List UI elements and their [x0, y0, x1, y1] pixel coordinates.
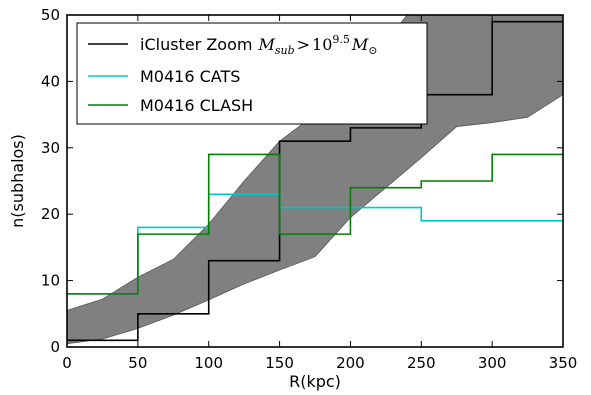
- x-tick-label: 350: [549, 354, 578, 372]
- model-band-layer: [67, 15, 563, 345]
- series-line-0: [67, 20, 563, 342]
- legend: iCluster Zoom Msub >109.5 M⊙ M0416 CATS M0416…: [76, 22, 428, 125]
- y-tick-label: 30: [41, 139, 60, 157]
- plot-frame: [66, 14, 564, 348]
- x-axis-label: R(kpc): [289, 372, 341, 391]
- y-tick-label: 10: [41, 272, 60, 290]
- y-tick-label: 50: [41, 6, 60, 24]
- y-tick-label: 0: [50, 338, 60, 356]
- legend-label-2: M0416 CLASH: [140, 96, 253, 115]
- y-axis-label: n(subhalos): [8, 134, 27, 228]
- series-line-2: [67, 153, 563, 295]
- x-tick-label: 0: [62, 354, 72, 372]
- y-tick-label: 20: [41, 205, 60, 223]
- x-tick-label: 250: [407, 354, 436, 372]
- x-tick-label: 300: [478, 354, 507, 372]
- tick-layer: 0 50 100 150 200 250 300 350 0 10 20 30 40 50: [41, 6, 577, 372]
- legend-box: [76, 22, 428, 125]
- y-tick-label: 40: [41, 72, 60, 90]
- model-scatter-band: [67, 15, 563, 345]
- legend-label-0: iCluster Zoom Msub >109.5 M⊙: [140, 33, 378, 57]
- x-tick-label: 200: [336, 354, 365, 372]
- x-tick-label: 100: [194, 354, 223, 372]
- series-layer: [67, 20, 563, 342]
- x-tick-label: 150: [265, 354, 294, 372]
- legend-label-1: M0416 CATS: [140, 67, 240, 86]
- x-tick-label: 50: [128, 354, 147, 372]
